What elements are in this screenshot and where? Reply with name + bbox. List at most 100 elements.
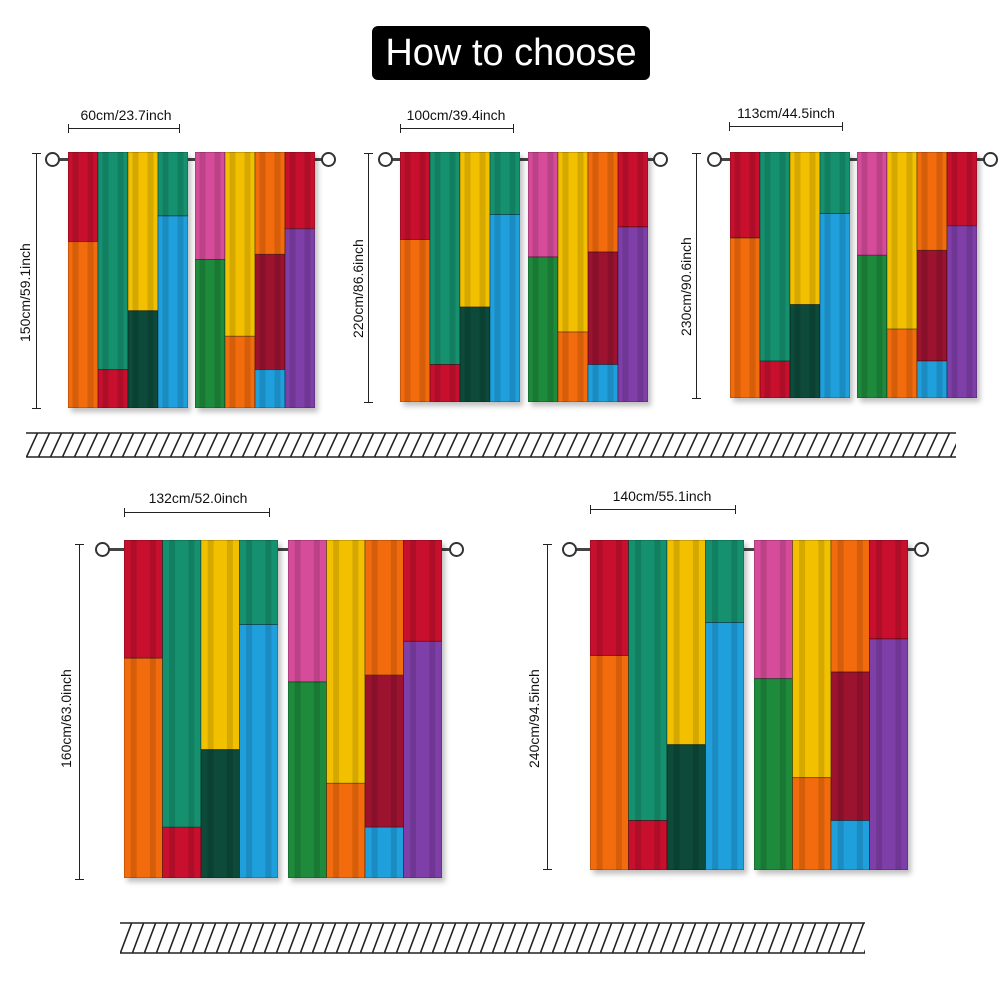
curtain-fold xyxy=(87,152,94,408)
plank-pattern xyxy=(590,540,744,870)
page-title: How to choose xyxy=(372,26,650,80)
curtain-fold xyxy=(764,152,771,398)
curtain-fold xyxy=(265,540,272,878)
curtain-fold xyxy=(532,152,539,402)
curtain-fold xyxy=(313,540,320,878)
curtain-fold xyxy=(592,152,599,402)
curtain-fold xyxy=(731,540,738,870)
plank-pattern xyxy=(754,540,908,870)
wood-plank xyxy=(200,540,240,751)
height-dimension-line xyxy=(692,153,701,399)
curtain-fold xyxy=(390,540,397,878)
wood-plank xyxy=(628,820,668,870)
curtain-fold xyxy=(102,152,109,408)
wood-plank xyxy=(124,540,163,659)
width-dimension-line xyxy=(400,124,514,133)
wood-plank xyxy=(819,213,850,398)
wood-plank xyxy=(489,214,520,402)
curtain-fold xyxy=(895,540,902,870)
wood-plank xyxy=(946,225,977,398)
curtain-fold xyxy=(654,540,661,870)
curtain-rod xyxy=(386,158,660,161)
curtain-fold xyxy=(289,152,296,408)
curtain-fold xyxy=(274,152,281,408)
curtain-fold xyxy=(410,540,417,878)
wood-plank xyxy=(705,622,744,870)
curtain-panel-right xyxy=(195,152,315,408)
curtain-panel-left xyxy=(400,152,520,402)
wood-plank xyxy=(403,540,442,642)
wood-plank xyxy=(916,249,948,362)
curtain-fold xyxy=(779,152,786,398)
height-dimension-line xyxy=(543,544,552,870)
curtain-fold xyxy=(130,540,137,878)
wood-plank xyxy=(886,152,918,330)
curtain-panel-left xyxy=(68,152,188,408)
wood-plank xyxy=(288,681,327,878)
height-label: 240cm/94.5inch xyxy=(526,669,542,768)
wood-plank xyxy=(857,152,888,256)
height-label: 220cm/86.6inch xyxy=(350,239,366,338)
wood-plank xyxy=(754,678,793,870)
curtain-fold xyxy=(169,540,176,878)
wood-plank xyxy=(127,152,159,312)
curtain-fold xyxy=(837,540,844,870)
curtain-fold xyxy=(622,152,629,402)
curtain-fold xyxy=(371,540,378,878)
wood-plank xyxy=(590,655,629,870)
wood-plank xyxy=(284,152,315,230)
curtain-fold xyxy=(304,152,311,408)
wood-plank xyxy=(200,749,240,878)
height-dimension-line xyxy=(364,153,373,403)
wood-plank xyxy=(326,540,366,784)
curtain-fold xyxy=(434,152,441,402)
curtain-fold xyxy=(547,152,554,402)
curtain-fold xyxy=(891,152,898,398)
wood-plank xyxy=(224,335,256,408)
curtain-fold xyxy=(818,540,825,870)
wood-plank xyxy=(590,540,629,656)
width-label: 140cm/55.1inch xyxy=(612,488,712,504)
curtain-fold xyxy=(876,540,883,870)
curtain-fold xyxy=(951,152,958,398)
wood-plank xyxy=(830,671,870,821)
rod-finial-left-icon xyxy=(562,542,577,557)
rod-finial-right-icon xyxy=(914,542,929,557)
wood-plank xyxy=(792,540,832,779)
width-dimension-line xyxy=(68,124,180,133)
wood-plank xyxy=(124,657,163,878)
rod-finial-left-icon xyxy=(707,152,722,167)
curtain-fold xyxy=(635,540,642,870)
wood-plank xyxy=(789,152,821,306)
floor-hatch-top xyxy=(26,432,956,458)
curtain-fold xyxy=(824,152,831,398)
width-dimension-line xyxy=(729,122,843,131)
curtain-fold xyxy=(162,152,169,408)
curtain-fold xyxy=(906,152,913,398)
rod-finial-right-icon xyxy=(653,152,668,167)
wood-plank xyxy=(792,777,832,870)
curtain-panel-left xyxy=(590,540,744,870)
curtain-panel-right xyxy=(857,152,977,398)
wood-plank xyxy=(754,540,793,680)
wood-plank xyxy=(557,152,589,333)
curtain-fold xyxy=(294,540,301,878)
wood-plank xyxy=(628,540,668,821)
wood-plank xyxy=(97,369,129,408)
wood-plank xyxy=(162,826,202,878)
curtain-rod xyxy=(52,158,328,161)
curtain-panel-left xyxy=(730,152,850,398)
rod-finial-left-icon xyxy=(45,152,60,167)
wood-plank xyxy=(666,744,706,870)
plank-pattern xyxy=(195,152,315,408)
height-dimension-line xyxy=(75,544,84,880)
wood-plank xyxy=(819,152,850,214)
curtain-fold xyxy=(479,152,486,402)
width-dimension-line xyxy=(590,505,736,514)
curtain-fold xyxy=(734,152,741,398)
rod-finial-right-icon xyxy=(983,152,998,167)
wood-plank xyxy=(666,540,706,746)
wood-plank xyxy=(254,253,286,371)
wood-plank xyxy=(587,364,619,402)
curtain-fold xyxy=(936,152,943,398)
